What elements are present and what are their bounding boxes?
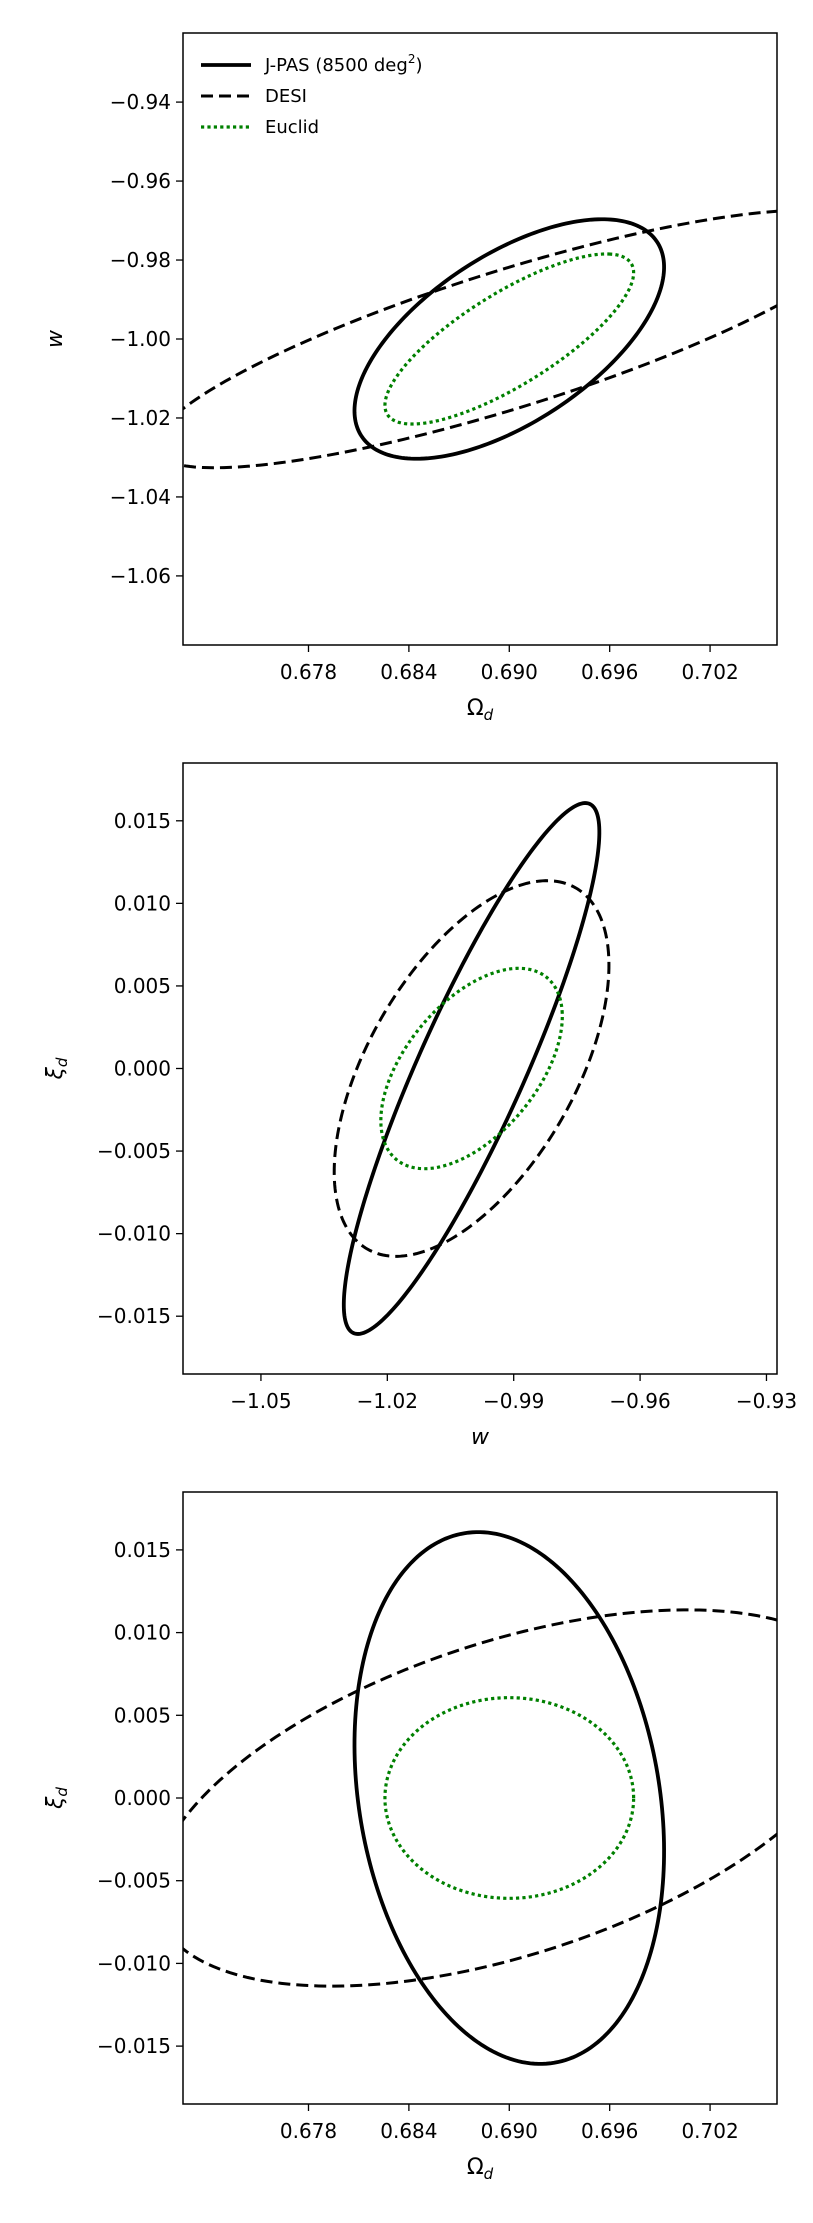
panel-3: 0.678 0.684 0.690 0.696 0.702 0.015 0.010 0.005… bbox=[43, 1491, 778, 2183]
y-tick-label: −0.015 bbox=[97, 2034, 171, 2058]
legend-label: J-PAS (8500 deg2) bbox=[264, 52, 422, 76]
contours bbox=[183, 209, 777, 470]
contours bbox=[332, 801, 611, 1336]
y-tick-label: 0.000 bbox=[114, 1057, 171, 1081]
x-tick-label: 0.702 bbox=[681, 660, 738, 684]
y-axis-label: ξd bbox=[43, 1057, 71, 1080]
contour-solid bbox=[352, 217, 666, 461]
x-tick-label: −0.93 bbox=[736, 1389, 797, 1413]
x-tick-label: 0.690 bbox=[481, 660, 538, 684]
legend-label: Euclid bbox=[265, 117, 319, 138]
contours bbox=[183, 1530, 777, 2066]
y-tick-label: 0.000 bbox=[114, 1786, 171, 1810]
contour-dashed bbox=[183, 209, 777, 470]
x-tick-label: 0.684 bbox=[380, 660, 437, 684]
x-tick-label: −0.96 bbox=[609, 1389, 670, 1413]
panel-2: −1.05 −1.02 −0.99 −0.96 −0.93 0.015 0.010 0.005… bbox=[43, 762, 797, 1450]
y-tick-label: −1.04 bbox=[110, 485, 171, 509]
y-tick-label: 0.005 bbox=[114, 974, 171, 998]
legend: J-PAS (8500 deg2) DESI Euclid bbox=[201, 52, 422, 138]
y-axis-label: w bbox=[43, 329, 68, 348]
y-tick-label: −0.96 bbox=[110, 169, 171, 193]
y-tick-label: −1.02 bbox=[110, 406, 171, 430]
y-tick-label: −1.00 bbox=[110, 327, 171, 351]
contour-solid bbox=[352, 1530, 666, 2066]
contour-dashed bbox=[183, 1608, 777, 1988]
contour-dashed bbox=[332, 879, 611, 1258]
y-tick-label: −0.010 bbox=[97, 1951, 171, 1975]
x-tick-label: 0.696 bbox=[581, 660, 638, 684]
y-tick-label: 0.015 bbox=[114, 1538, 171, 1562]
y-axis-label: ξd bbox=[43, 1787, 71, 1810]
x-tick-label: 0.678 bbox=[280, 2119, 337, 2143]
y-tick-label: −0.98 bbox=[110, 248, 171, 272]
contour-solid bbox=[341, 801, 602, 1336]
y-tick-label: −1.06 bbox=[110, 564, 171, 588]
x-axis-label: w bbox=[471, 1425, 490, 1450]
x-tick-label: 0.696 bbox=[581, 2119, 638, 2143]
x-tick-label: 0.684 bbox=[380, 2119, 437, 2143]
y-tick-label: 0.015 bbox=[114, 809, 171, 833]
contour-dotted bbox=[383, 252, 636, 426]
y-tick-label: −0.005 bbox=[97, 1139, 171, 1163]
panel-1: 0.678 0.684 0.690 0.696 0.702 −0.94 −0.96 −0.98… bbox=[43, 32, 778, 724]
x-tick-label: 0.702 bbox=[681, 2119, 738, 2143]
y-tick-label: −0.015 bbox=[97, 1304, 171, 1328]
y-tick-label: 0.010 bbox=[114, 891, 171, 915]
y-tick-label: −0.010 bbox=[97, 1222, 171, 1246]
axes-frame bbox=[182, 1491, 778, 2105]
x-tick-label: −1.02 bbox=[357, 1389, 418, 1413]
contour-dotted bbox=[379, 966, 564, 1171]
y-tick-label: 0.010 bbox=[114, 1621, 171, 1645]
y-tick-label: 0.005 bbox=[114, 1703, 171, 1727]
x-axis-label: Ωd bbox=[467, 2155, 494, 2183]
x-tick-label: −0.99 bbox=[483, 1389, 544, 1413]
y-tick-label: −0.005 bbox=[97, 1869, 171, 1893]
x-tick-label: 0.678 bbox=[280, 660, 337, 684]
axes-frame bbox=[182, 762, 778, 1375]
x-axis-label: Ωd bbox=[467, 696, 494, 724]
x-tick-label: 0.690 bbox=[481, 2119, 538, 2143]
x-tick-label: −1.05 bbox=[230, 1389, 291, 1413]
contour-dotted bbox=[383, 1696, 636, 1900]
legend-label: DESI bbox=[265, 86, 307, 107]
y-tick-label: −0.94 bbox=[110, 90, 171, 114]
